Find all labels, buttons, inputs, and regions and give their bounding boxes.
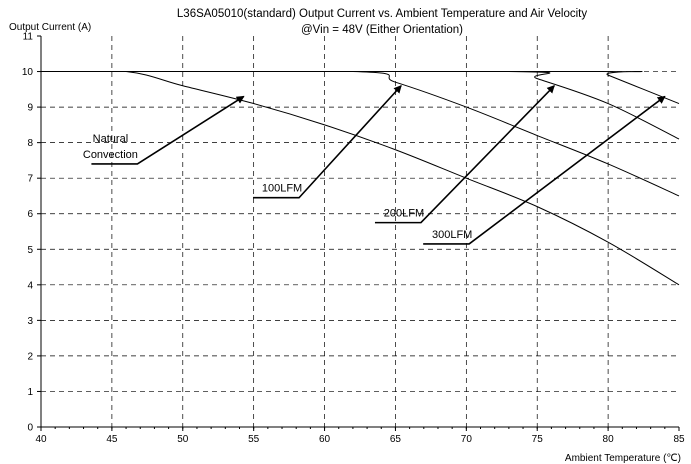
x-tick-label: 65 <box>390 434 402 445</box>
x-tick-label: 55 <box>248 434 260 445</box>
x-tick-label: 70 <box>461 434 473 445</box>
y-tick-label: 11 <box>23 32 34 43</box>
annotation-label: 100LFM <box>262 183 302 195</box>
annotation-label: Convection <box>83 149 138 161</box>
x-tick-label: 60 <box>319 434 331 445</box>
series-line-300lfm <box>41 71 680 105</box>
y-tick-label: 10 <box>22 67 34 78</box>
annotation-arrow <box>423 95 666 245</box>
y-tick-label: 7 <box>27 174 33 185</box>
x-tick-label: 45 <box>106 434 118 445</box>
y-tick-label: 2 <box>27 351 33 362</box>
annotations: Natural Convection 100LFM 200LFM 300LFM <box>83 85 666 245</box>
y-tick-label: 1 <box>27 387 33 398</box>
y-tick-label: 5 <box>27 245 33 256</box>
x-tick-label: 80 <box>603 434 615 445</box>
y-tick-label: 8 <box>27 138 33 149</box>
annotation-label: 300LFM <box>432 229 472 241</box>
series-lines <box>41 71 680 286</box>
annotation-arrow <box>91 95 245 165</box>
y-tick-label: 9 <box>27 103 33 114</box>
x-tick-label: 40 <box>35 434 47 445</box>
y-tick-label: 0 <box>27 423 33 434</box>
annotation-label: 200LFM <box>384 208 424 220</box>
y-tick-label: 6 <box>27 209 33 220</box>
y-tick-label: 3 <box>27 316 33 327</box>
axes <box>37 35 680 431</box>
series-line-200lfm <box>41 71 680 140</box>
annotation-arrow <box>253 85 402 199</box>
x-axis-label: Ambient Temperature (℃) <box>565 453 681 464</box>
series-line-100lfm <box>41 71 680 197</box>
series-line-natural-convection <box>41 71 680 286</box>
chart-title: L36SA05010(standard) Output Current vs. … <box>177 8 587 20</box>
y-axis-label: Output Current (A) <box>9 22 91 33</box>
annotation-label: Natural <box>93 133 128 145</box>
x-tick-label: 85 <box>673 434 685 445</box>
chart-subtitle: @Vin = 48V (Either Orientation) <box>301 24 463 36</box>
grid <box>41 36 679 427</box>
x-tick-label: 75 <box>532 434 544 445</box>
annotation-arrow <box>374 85 555 224</box>
x-tick-label: 50 <box>177 434 189 445</box>
y-tick-label: 4 <box>27 280 33 291</box>
